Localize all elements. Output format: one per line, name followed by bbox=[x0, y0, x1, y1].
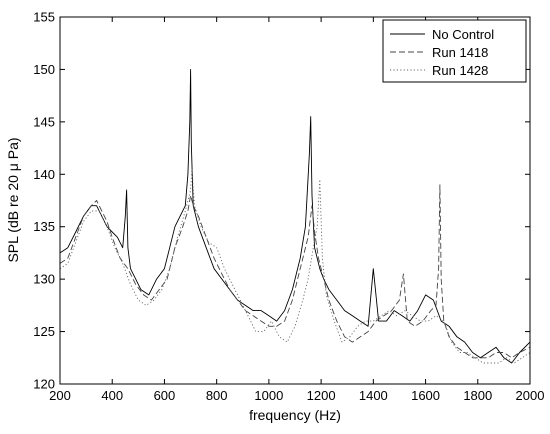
y-tick-label: 155 bbox=[33, 10, 55, 25]
y-tick-label: 130 bbox=[33, 272, 55, 287]
legend-label-run-1418: Run 1418 bbox=[432, 45, 488, 60]
x-tick-label: 2000 bbox=[516, 388, 545, 403]
y-tick-label: 135 bbox=[33, 219, 55, 234]
x-tick-label: 1400 bbox=[359, 388, 388, 403]
y-axis-label: SPL (dB re 20 μ Pa) bbox=[5, 137, 21, 262]
x-tick-labels: 200 400 600 800 1000 1200 1400 1600 1800 2000 bbox=[49, 388, 544, 403]
y-tick-label: 140 bbox=[33, 167, 55, 182]
x-tick-label: 1800 bbox=[463, 388, 492, 403]
legend-label-run-1428: Run 1428 bbox=[432, 63, 488, 78]
y-tick-labels: 120 125 130 135 140 145 150 155 bbox=[33, 10, 55, 392]
legend: No Control Run 1418 Run 1428 bbox=[382, 19, 527, 83]
series-line-run-1418 bbox=[59, 184, 531, 359]
plot-frame bbox=[59, 16, 531, 385]
y-tick-label: 125 bbox=[33, 324, 55, 339]
x-tick-label: 1600 bbox=[411, 388, 440, 403]
x-axis-label: frequency (Hz) bbox=[249, 407, 341, 423]
series-layer bbox=[59, 68, 531, 364]
x-tick-label: 1200 bbox=[307, 388, 336, 403]
y-tick-label: 145 bbox=[33, 114, 55, 129]
legend-label-no-control: No Control bbox=[432, 27, 494, 42]
series-line-no-control bbox=[59, 68, 531, 364]
series-line-run-1428 bbox=[59, 168, 531, 364]
x-tick-label: 600 bbox=[154, 388, 176, 403]
legend-box bbox=[382, 19, 527, 83]
x-tick-label: 200 bbox=[49, 388, 71, 403]
y-tick-label: 150 bbox=[33, 62, 55, 77]
x-tick-label: 800 bbox=[206, 388, 228, 403]
x-tick-label: 400 bbox=[101, 388, 123, 403]
x-tick-label: 1000 bbox=[254, 388, 283, 403]
y-tick-label: 120 bbox=[33, 377, 55, 392]
